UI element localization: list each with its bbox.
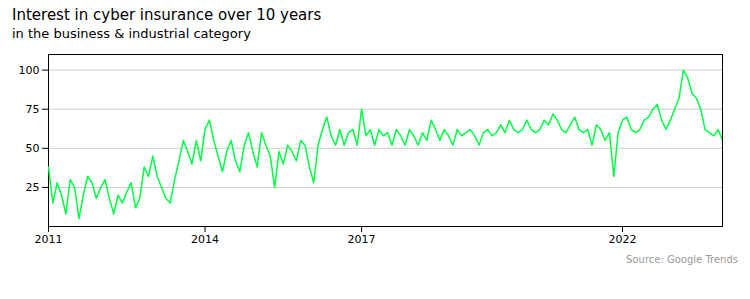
svg-text:75: 75 [26, 103, 40, 116]
svg-text:2011: 2011 [35, 234, 63, 247]
svg-text:100: 100 [19, 64, 40, 77]
svg-text:25: 25 [26, 181, 40, 194]
html-text:in the business & industrial c: in the business & industrial category [12, 25, 251, 41]
svg-text:2017: 2017 [348, 234, 376, 247]
html-text:Source: Google Trends: Source: Google Trends [626, 254, 738, 266]
svg-text:50: 50 [26, 142, 40, 155]
svg-text:2022: 2022 [608, 234, 636, 247]
html-text:Interest in cyber insurance ov: Interest in cyber insurance over 10 year… [12, 6, 322, 24]
svg-text:2014: 2014 [191, 234, 219, 247]
